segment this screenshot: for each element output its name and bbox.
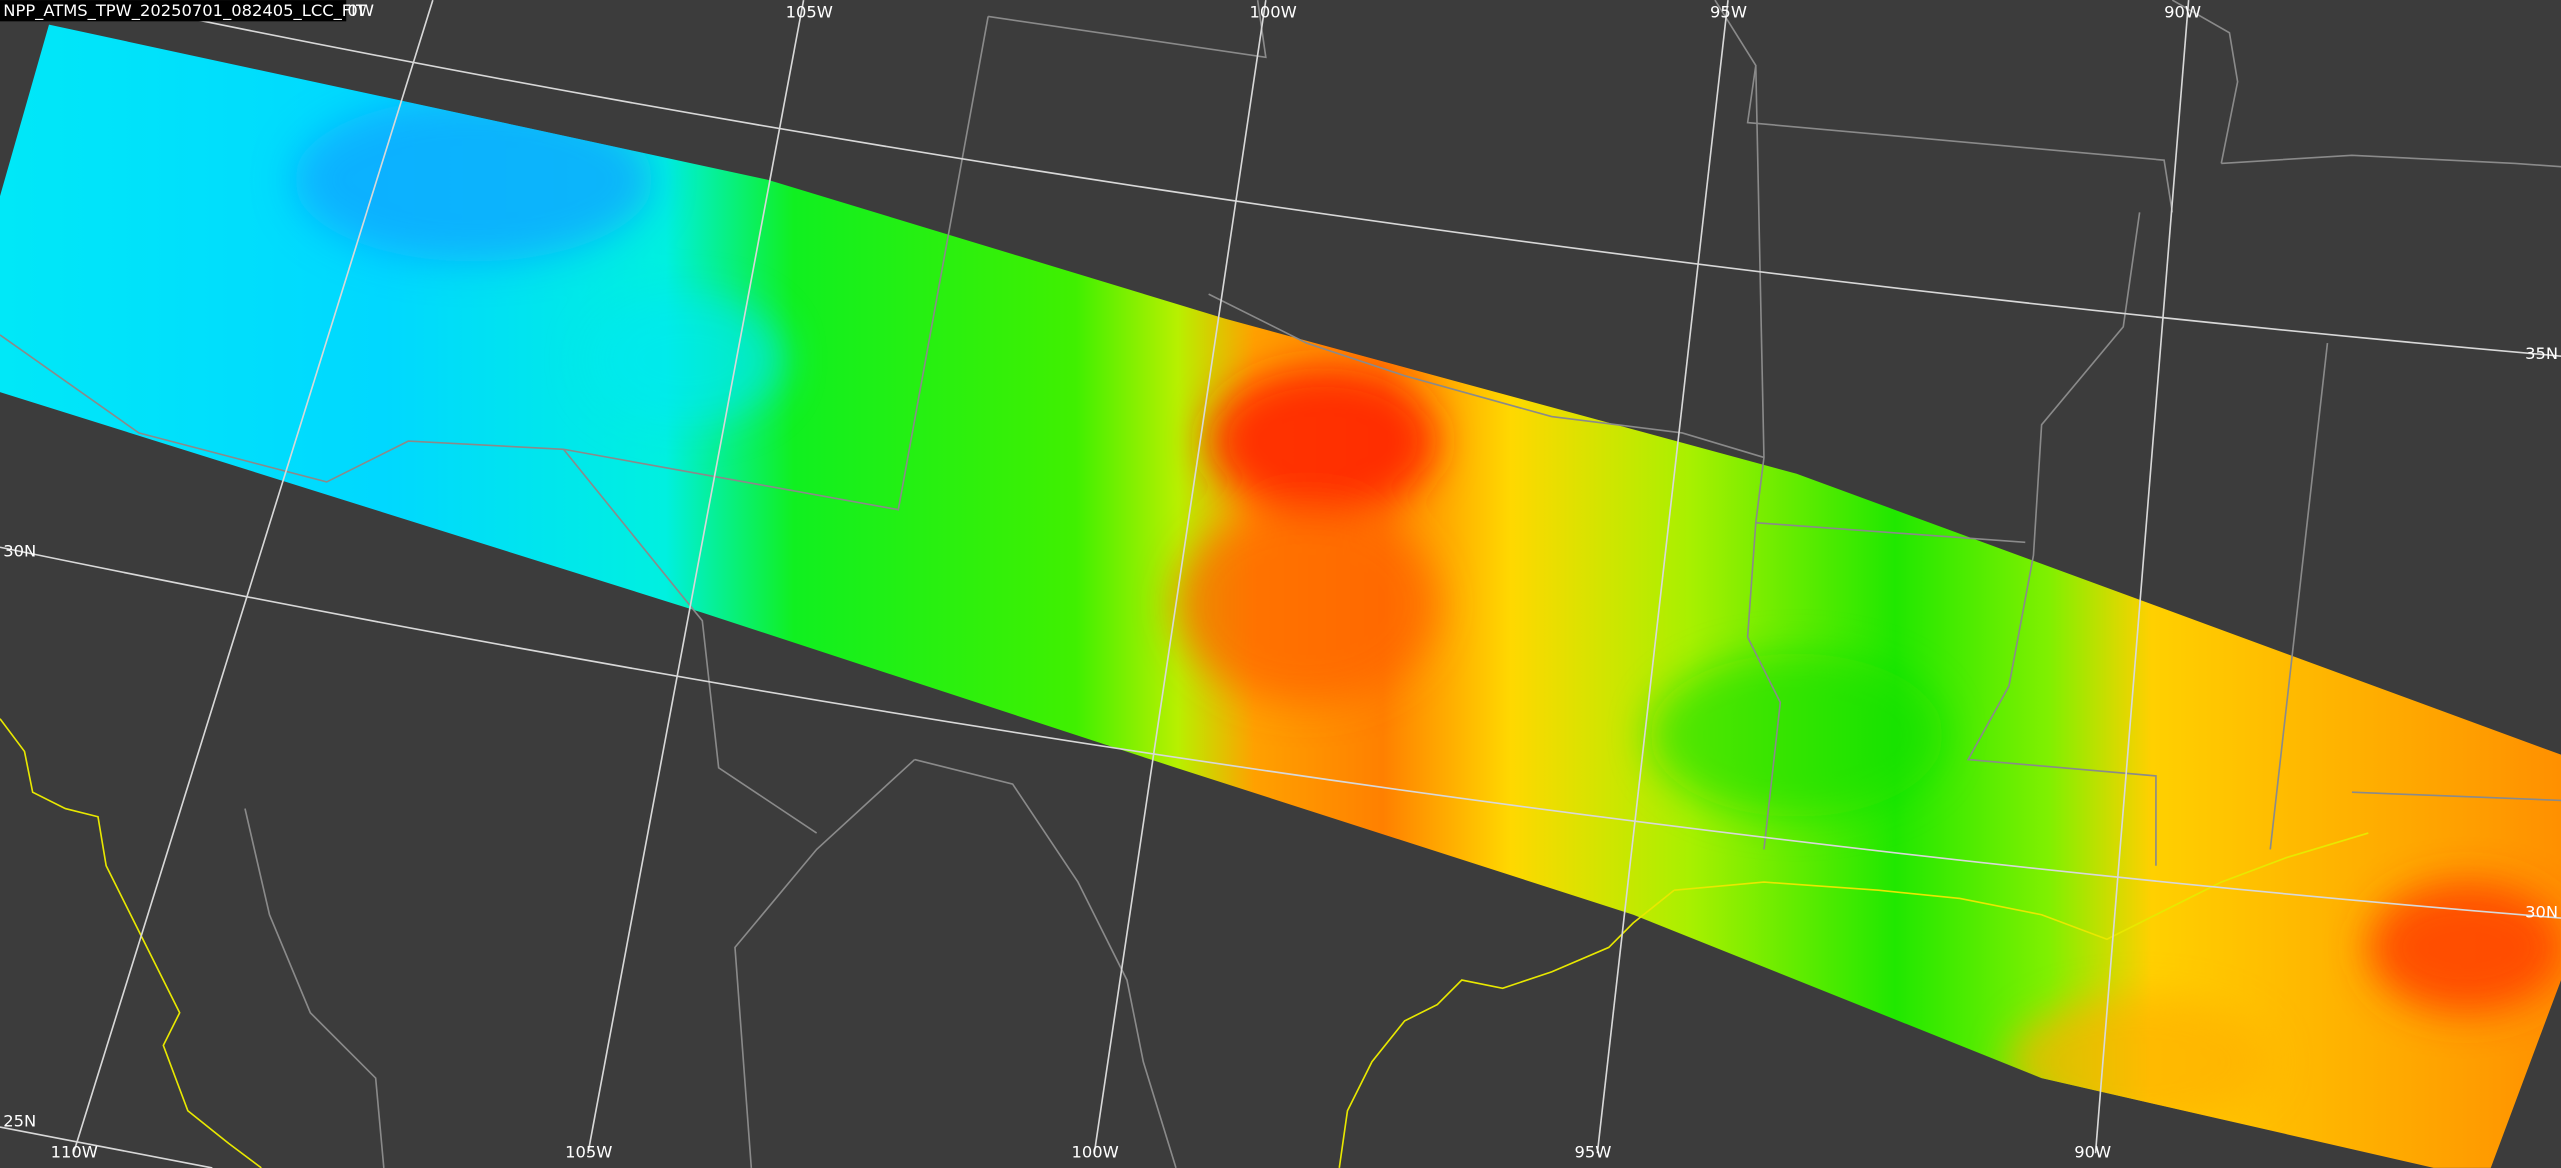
grid-label-right: 35N bbox=[2525, 344, 2558, 363]
grid-label-top: 105W bbox=[786, 3, 833, 22]
grid-label-top: 100W bbox=[1249, 3, 1296, 22]
grid-label-left: 30N bbox=[3, 542, 36, 561]
grid-label-bottom: 105W bbox=[565, 1143, 612, 1162]
grid-label-bottom: 100W bbox=[1071, 1143, 1118, 1162]
grid-label-bottom: 90W bbox=[2074, 1143, 2111, 1162]
title-bar bbox=[0, 0, 347, 22]
coastline bbox=[0, 718, 2369, 1168]
grid-label-right: 30N bbox=[2525, 903, 2558, 922]
grid-label-bottom: 110W bbox=[51, 1143, 98, 1162]
grid-label-top: 90W bbox=[2164, 3, 2201, 22]
grid-label-bottom: 95W bbox=[1574, 1143, 1611, 1162]
tpw-swath bbox=[0, 24, 2561, 1168]
product-title: NPP_ATMS_TPW_20250701_082405_LCC_FIT bbox=[3, 1, 367, 21]
grid-label-top: 95W bbox=[1710, 3, 1747, 22]
grid-label-left: 25N bbox=[3, 1112, 36, 1131]
